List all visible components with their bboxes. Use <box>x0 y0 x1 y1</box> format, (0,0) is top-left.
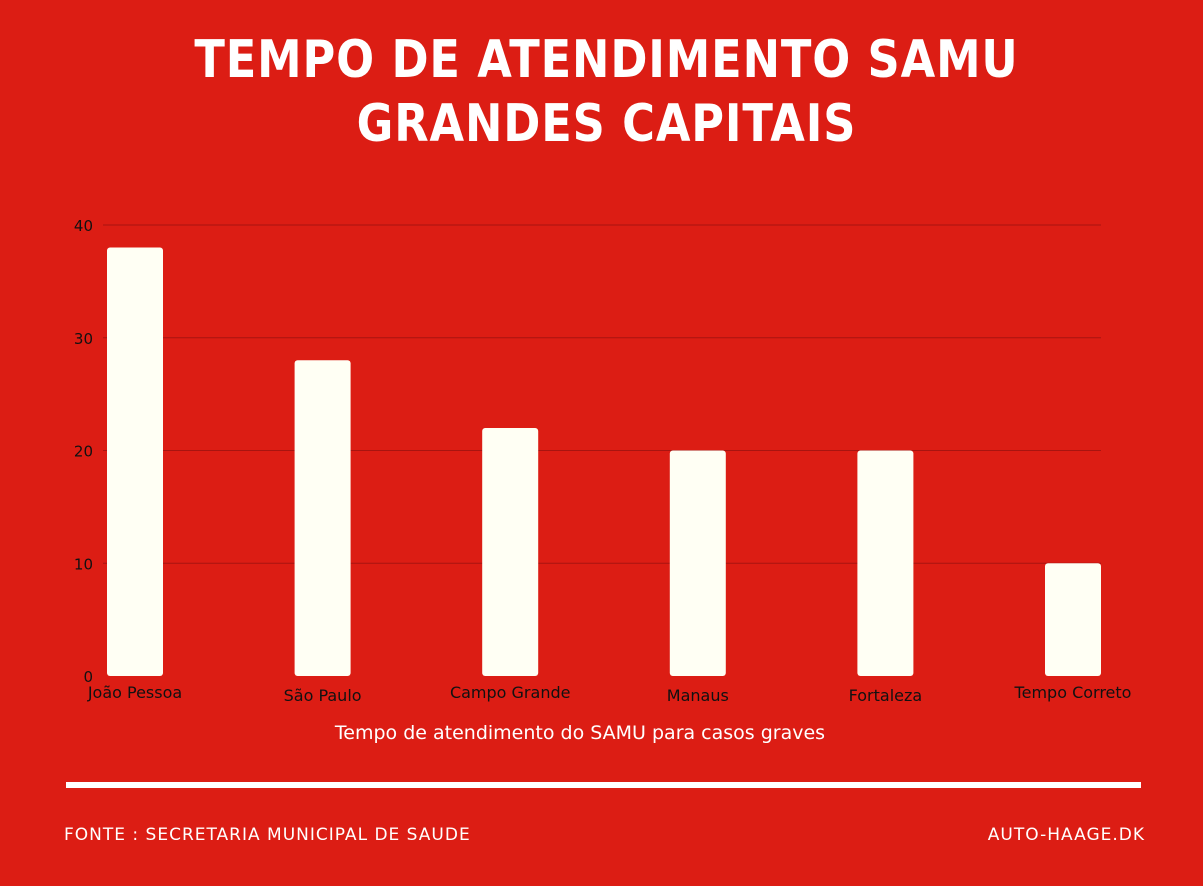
x-tick-label: Manaus <box>667 686 729 705</box>
divider-line <box>66 782 1141 788</box>
bar-chart: 0 10 20 30 40 João Pessoa São Paulo Campo Grand… <box>74 217 1132 705</box>
bar-2 <box>482 427 539 676</box>
y-tick-label: 30 <box>74 330 93 348</box>
bar-3 <box>669 450 726 676</box>
chart-title: TEMPO DE ATENDIMENTO SAMU GRANDES CAPITA… <box>194 30 1019 154</box>
site-credit: AUTO-HAAGE.DK <box>987 825 1145 845</box>
bar-5 <box>1045 563 1101 676</box>
x-tick-label: Fortaleza <box>849 686 923 705</box>
bar-0 <box>107 247 163 677</box>
y-tick-label: 20 <box>74 443 93 461</box>
x-tick-label: Tempo Correto <box>1014 683 1132 702</box>
source-text: FONTE : SECRETARIA MUNICIPAL DE SAUDE <box>64 825 471 845</box>
x-tick-label: João Pessoa <box>87 683 182 702</box>
bar-1 <box>294 360 351 676</box>
y-tick-label: 10 <box>74 555 93 573</box>
y-tick-label: 40 <box>74 217 93 235</box>
x-tick-label: São Paulo <box>284 686 362 705</box>
x-tick-label: Campo Grande <box>450 683 571 702</box>
y-tick-label: 0 <box>83 668 93 686</box>
bar-4 <box>857 450 914 676</box>
x-axis-title: Tempo de atendimento do SAMU para casos … <box>334 722 826 744</box>
